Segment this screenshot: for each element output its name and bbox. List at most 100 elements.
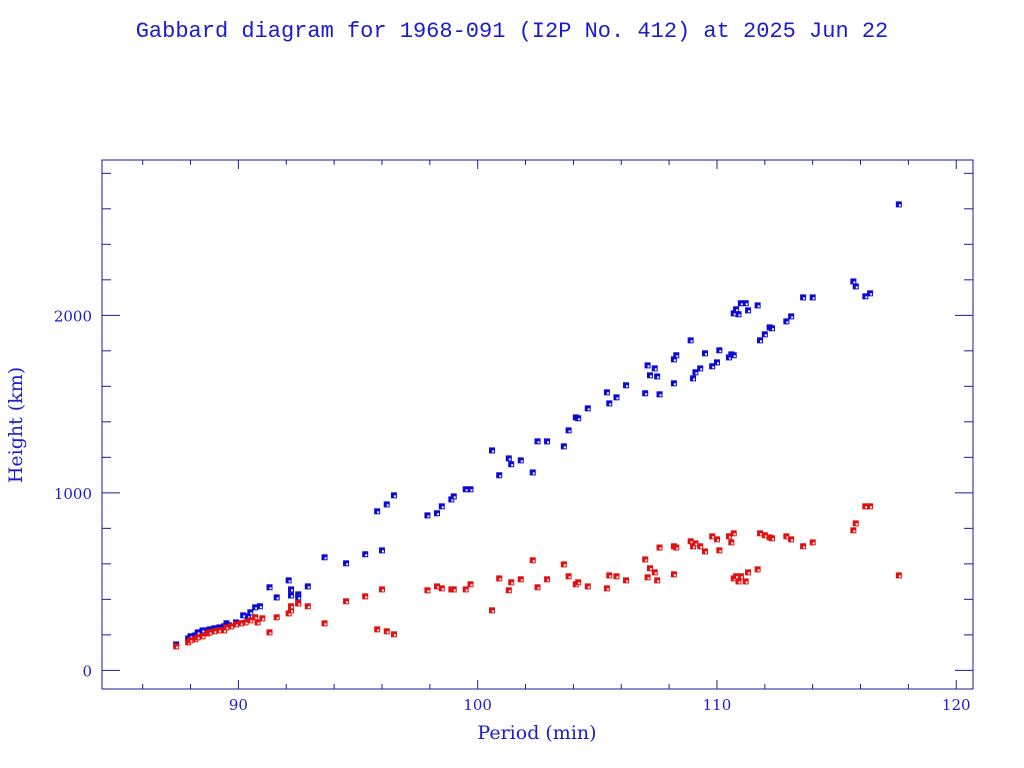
apogee-point [687, 337, 694, 344]
plot-frame [101, 159, 974, 690]
perigee-point [862, 503, 869, 510]
apogee-point [390, 492, 397, 499]
perigee-point [742, 578, 749, 585]
apogee-point [702, 350, 708, 357]
perigee-point [233, 621, 239, 628]
perigee-point [687, 538, 694, 545]
x-tick-label: 90 [229, 696, 248, 714]
apogee-point [383, 501, 390, 508]
perigee-point [673, 544, 680, 551]
apogee-point [725, 354, 732, 361]
apogee-point [646, 372, 653, 379]
apogee-point [273, 594, 280, 601]
perigee-point [737, 573, 744, 580]
series-perigee [173, 503, 902, 650]
apogee-point [737, 300, 744, 307]
apogee-point [467, 486, 474, 493]
perigee-point [242, 619, 249, 626]
apogee-point [247, 609, 254, 616]
perigee-point [259, 615, 266, 622]
perigee-point [769, 535, 775, 542]
apogee-point [517, 457, 524, 464]
apogee-point [362, 551, 369, 558]
apogee-point [304, 583, 311, 590]
apogee-point [565, 427, 572, 434]
perigee-point [788, 536, 795, 543]
y-tick-label: 2000 [54, 307, 92, 325]
apogee-point [697, 365, 704, 372]
apogee-point [862, 293, 869, 300]
apogee-point [424, 512, 431, 519]
perigee-point [646, 565, 653, 572]
apogee-point [642, 390, 649, 397]
apogee-point [670, 356, 677, 363]
apogee-point [240, 612, 247, 619]
y-axis-label: Height (km) [5, 367, 27, 483]
perigee-point [489, 607, 496, 614]
perigee-point [221, 627, 228, 634]
perigee-point [450, 586, 457, 593]
perigee-point [895, 572, 902, 579]
apogee-point [852, 283, 859, 290]
apogee-point [654, 373, 661, 380]
perigee-point [438, 585, 445, 592]
perigee-point [321, 620, 328, 627]
perigee-point [733, 573, 740, 580]
apogee-point [730, 352, 737, 359]
perigee-point [544, 576, 551, 583]
perigee-point [783, 533, 790, 540]
apogee-point [895, 201, 902, 208]
perigee-point [697, 543, 704, 550]
perigee-point [223, 624, 230, 631]
perigee-point [534, 584, 541, 591]
perigee-point [211, 628, 218, 635]
perigee-point [254, 619, 261, 626]
perigee-point [187, 637, 194, 644]
perigee-point [656, 544, 663, 551]
perigee-point [850, 527, 857, 534]
perigee-point [216, 627, 223, 634]
apogee-point [438, 503, 445, 510]
perigee-point [735, 578, 742, 585]
apogee-point [735, 311, 742, 318]
perigee-point [529, 557, 536, 564]
apogee-point [613, 394, 620, 401]
perigee-point [565, 573, 572, 580]
perigee-point [670, 571, 677, 578]
perigee-point [606, 572, 613, 579]
apogee-point [673, 352, 680, 359]
perigee-point [867, 503, 874, 510]
axes [101, 159, 974, 690]
perigee-point [173, 643, 180, 650]
apogee-point [374, 508, 381, 515]
apogee-point [656, 391, 663, 398]
perigee-point [754, 566, 761, 573]
apogee-point [713, 359, 720, 366]
perigee-point [228, 623, 235, 630]
apogee-point [754, 302, 761, 309]
perigee-point [383, 628, 390, 635]
apogee-point [534, 438, 541, 445]
perigee-point [467, 581, 474, 588]
perigee-point [642, 556, 649, 563]
apogee-point [288, 586, 295, 593]
apogee-point [644, 362, 651, 369]
perigee-point [757, 530, 764, 537]
perigee-point [462, 586, 469, 593]
perigee-point [651, 569, 658, 576]
apogee-point [505, 455, 512, 462]
apogee-point [489, 447, 496, 454]
x-axis-label: Period (min) [477, 722, 596, 744]
perigee-point [728, 539, 735, 546]
perigee-point [716, 547, 723, 554]
apogee-point [757, 337, 764, 344]
perigee-point [288, 603, 295, 610]
apogee-point [606, 400, 613, 407]
perigee-point [194, 634, 201, 641]
perigee-point [266, 629, 273, 636]
perigee-point [288, 607, 295, 614]
chart-title: Gabbard diagram for 1968-091 (I2P No. 41… [136, 19, 889, 44]
apogee-point [544, 438, 551, 445]
apogee-point [187, 633, 194, 640]
